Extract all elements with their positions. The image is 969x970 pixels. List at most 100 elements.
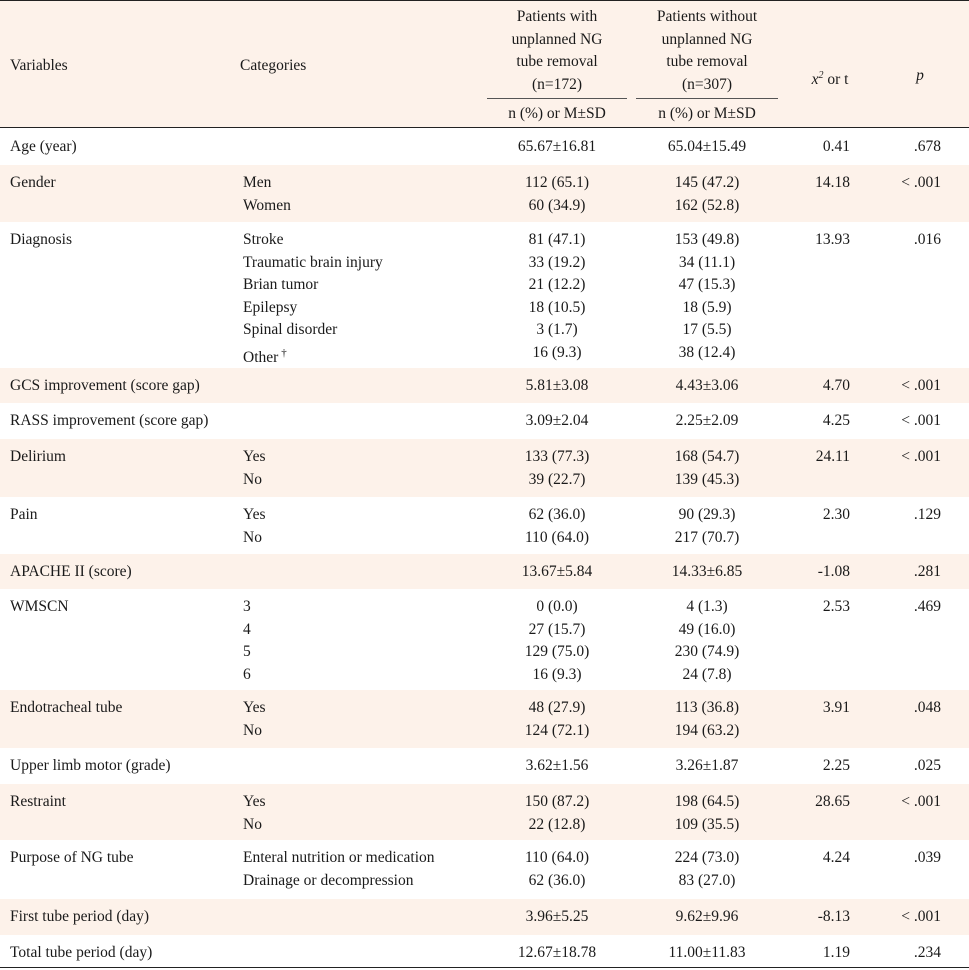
category-cell: Yes No: [243, 699, 266, 739]
group1-value-cell: 150 (87.2) 22 (12.8): [524, 793, 590, 833]
stat-cell: 2.30: [822, 506, 850, 523]
stat-cell: 2.53: [822, 598, 850, 615]
variable-cell: Purpose of NG tube: [10, 849, 134, 866]
stat-cell: 3.91: [822, 699, 850, 716]
variable-cell: Upper limb motor (grade): [10, 757, 171, 774]
group2-value-cell: 90 (29.3) 217 (70.7): [674, 506, 740, 546]
p-value-cell: < .001: [901, 377, 941, 394]
table-row: Pain Yes No 62 (36.0) 110 (64.0) 90 (29.3) 217…: [0, 497, 969, 554]
stat-cell: 14.18: [815, 174, 850, 191]
group2-value-cell: 14.33±6.85: [671, 563, 743, 580]
p-value-cell: < .001: [901, 412, 941, 429]
header-subrule-1: [487, 98, 627, 99]
group2-value-cell: 153 (49.8) 34 (11.1) 47 (15.3) 18 (5.9) 17 (…: [674, 231, 740, 361]
p-value-cell: .129: [913, 506, 941, 523]
stat-cell: 24.11: [815, 448, 850, 465]
table-row: Delirium Yes No 133 (77.3) 39 (22.7) 168 (54.…: [0, 439, 969, 497]
group1-value-cell: 3.96±5.25: [525, 908, 589, 925]
header-group2-sub: n (%) or M±SD: [658, 105, 756, 122]
stat-cell: 28.65: [815, 793, 850, 810]
group1-value-cell: 12.67±18.78: [517, 944, 597, 961]
table-row: First tube period (day) 3.96±5.25 9.62±9.9…: [0, 899, 969, 935]
table-row: Endotracheal tube Yes No 48 (27.9) 124 (72.1…: [0, 690, 969, 748]
p-value-cell: < .001: [901, 908, 941, 925]
stat-cell: 2.25: [822, 757, 850, 774]
table-bottom-rule: [0, 967, 969, 968]
group2-value-cell: 4 (1.3) 49 (16.0) 230 (74.9) 24 (7.8): [674, 598, 740, 683]
group2-value-cell: 145 (47.2) 162 (52.8): [674, 174, 740, 214]
stat-cell: -8.13: [817, 908, 850, 925]
p-value-cell: < .001: [901, 793, 941, 810]
group1-value-cell: 3.62±1.56: [525, 757, 589, 774]
header-p: p: [916, 67, 924, 84]
group2-value-cell: 198 (64.5) 109 (35.5): [674, 793, 740, 833]
p-value-cell: .039: [913, 849, 941, 866]
group1-value-cell: 133 (77.3) 39 (22.7): [524, 448, 590, 488]
group1-value-cell: 62 (36.0) 110 (64.0): [525, 506, 589, 546]
group1-value-cell: 13.67±5.84: [521, 563, 593, 580]
p-value-cell: < .001: [901, 448, 941, 465]
variable-cell: RASS improvement (score gap): [10, 412, 209, 429]
group1-value-cell: 3.09±2.04: [525, 412, 589, 429]
variable-cell: Delirium: [10, 448, 66, 465]
p-value-cell: .234: [913, 944, 941, 961]
group2-value-cell: 168 (54.7) 139 (45.3): [674, 448, 740, 488]
group2-value-cell: 113 (36.8) 194 (63.2): [674, 699, 740, 739]
group1-value-cell: 110 (64.0) 62 (36.0): [525, 849, 589, 889]
p-value-cell: .048: [913, 699, 941, 716]
p-value-cell: < .001: [901, 174, 941, 191]
variable-cell: Endotracheal tube: [10, 699, 123, 716]
group2-value-cell: 224 (73.0) 83 (27.0): [674, 849, 740, 889]
group1-value-cell: 81 (47.1) 33 (19.2) 21 (12.2) 18 (10.5) 3 (1…: [528, 231, 586, 361]
group2-value-cell: 11.00±11.83: [668, 944, 746, 961]
table-row: RASS improvement (score gap) 3.09±2.04 2.2…: [0, 403, 969, 439]
table-row: Gender Men Women 112 (65.1) 60 (34.9) 145 (47…: [0, 165, 969, 222]
p-value-cell: .678: [913, 138, 941, 155]
p-value-cell: .281: [913, 563, 941, 580]
header-group1-sub: n (%) or M±SD: [508, 105, 606, 122]
p-value-cell: .469: [913, 598, 941, 615]
table-row: Total tube period (day) 12.67±18.78 11.00±…: [0, 935, 969, 968]
table-row: APACHE II (score) 13.67±5.84 14.33±6.85 -1.…: [0, 554, 969, 589]
header-categories: Categories: [240, 57, 307, 74]
group1-value-cell: 5.81±3.08: [525, 377, 589, 394]
table-row: Diagnosis Stroke Traumatic brain injury Bri…: [0, 222, 969, 368]
stat-cell: -1.08: [817, 563, 850, 580]
variable-cell: Restraint: [10, 793, 66, 810]
group1-value-cell: 48 (27.9) 124 (72.1): [524, 699, 590, 739]
table-row: WMSCN 3 4 5 6 0 (0.0) 27 (15.7) 129 (75.0) 16 (9…: [0, 589, 969, 690]
variable-cell: GCS improvement (score gap): [10, 377, 200, 394]
category-cell: Stroke Traumatic brain injury Brian tumor E…: [243, 231, 383, 366]
variable-cell: Diagnosis: [10, 231, 72, 248]
category-cell: Enteral nutrition or medication Drainage …: [243, 849, 435, 889]
header-variables: Variables: [10, 57, 68, 74]
stat-cell: 1.19: [822, 944, 850, 961]
variable-cell: WMSCN: [10, 598, 69, 615]
header-stat: x2 or t: [811, 70, 849, 89]
group2-value-cell: 65.04±15.49: [667, 138, 747, 155]
variable-cell: APACHE II (score): [10, 563, 132, 580]
stat-cell: 4.70: [822, 377, 850, 394]
stat-cell: 4.25: [822, 412, 850, 429]
table-row: Age (year) 65.67±16.81 65.04±15.49 0.41 .678: [0, 129, 969, 165]
group1-value-cell: 112 (65.1) 60 (34.9): [525, 174, 589, 214]
variable-cell: Pain: [10, 506, 38, 523]
table-row: Purpose of NG tube Enteral nutrition or m…: [0, 840, 969, 899]
group1-value-cell: 0 (0.0) 27 (15.7) 129 (75.0) 16 (9.3): [524, 598, 590, 683]
p-value-cell: .025: [913, 757, 941, 774]
stat-cell: 0.41: [822, 138, 850, 155]
group2-value-cell: 9.62±9.96: [675, 908, 739, 925]
footnote-marker: †: [281, 346, 287, 359]
variable-cell: Age (year): [10, 138, 77, 155]
variable-cell: First tube period (day): [10, 908, 150, 925]
category-cell: Yes No: [243, 448, 266, 488]
group2-value-cell: 4.43±3.06: [675, 377, 739, 394]
table-row: Upper limb motor (grade) 3.62±1.56 3.26±1.…: [0, 748, 969, 784]
group1-value-cell: 65.67±16.81: [517, 138, 597, 155]
group2-value-cell: 3.26±1.87: [675, 757, 739, 774]
table-row: GCS improvement (score gap) 5.81±3.08 4.43…: [0, 368, 969, 403]
variable-cell: Total tube period (day): [10, 944, 153, 961]
stat-cell: 13.93: [815, 231, 850, 248]
